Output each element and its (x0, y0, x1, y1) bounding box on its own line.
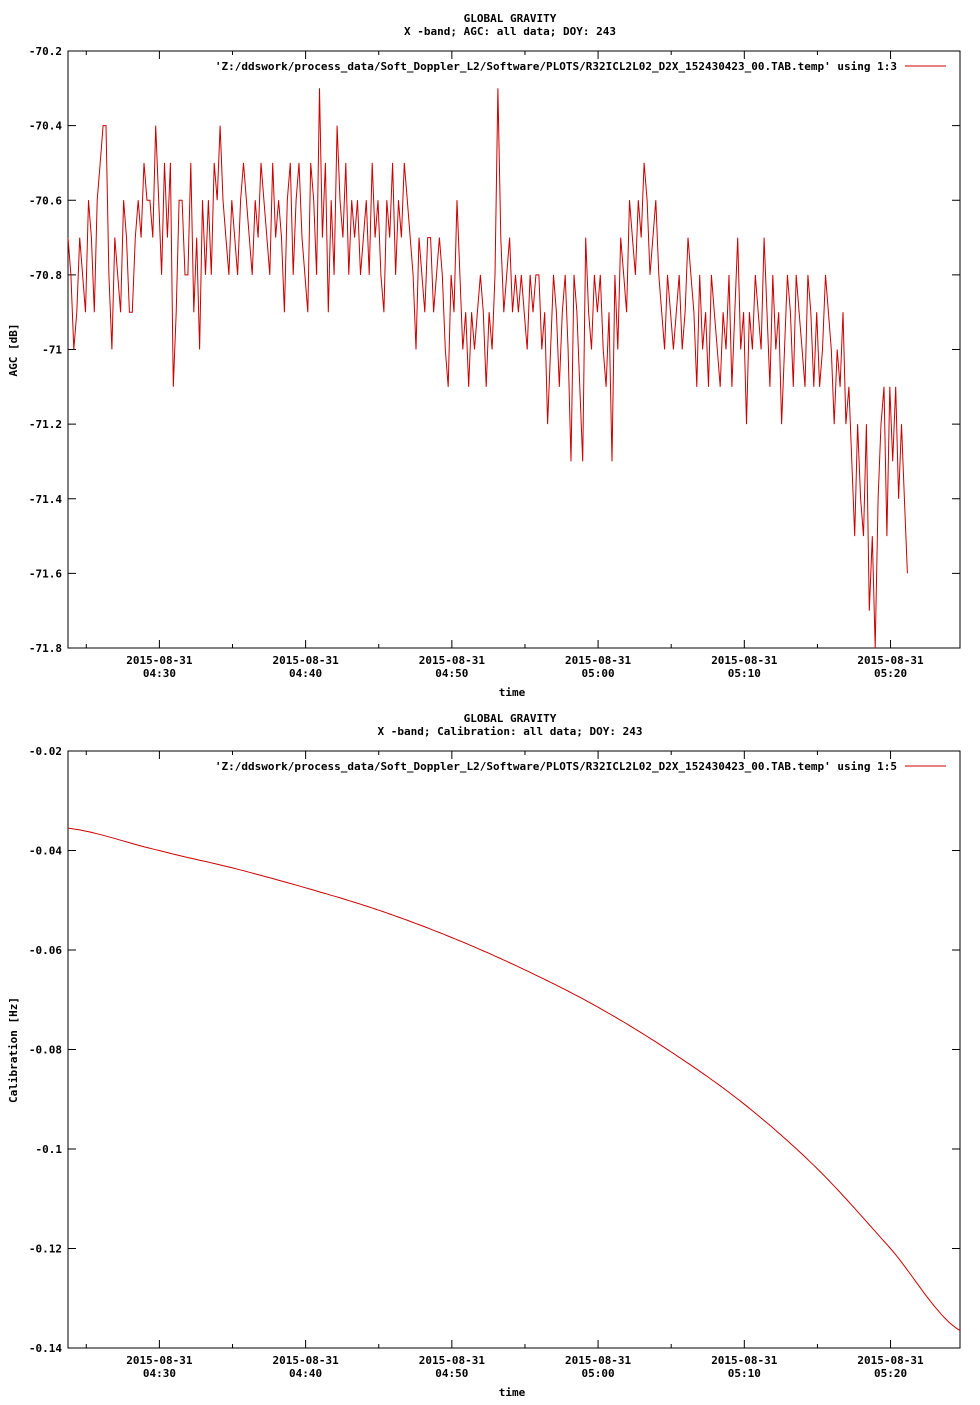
y-tick-label: -0.06 (29, 944, 62, 957)
x-tick-label-time: 05:10 (728, 667, 761, 680)
y-axis-label: AGC [dB] (7, 324, 20, 377)
x-tick-label-time: 05:10 (728, 1367, 761, 1380)
y-tick-label: -71.8 (29, 642, 62, 655)
y-tick-label: -71 (42, 344, 62, 357)
x-tick-label-time: 04:30 (143, 1367, 176, 1380)
x-tick-label-date: 2015-08-31 (857, 1354, 924, 1367)
x-tick-label-date: 2015-08-31 (126, 1354, 193, 1367)
x-tick-label-time: 05:20 (874, 1367, 907, 1380)
x-tick-label-date: 2015-08-31 (711, 654, 778, 667)
y-tick-label: -0.1 (36, 1143, 63, 1156)
y-axis-label: Calibration [Hz] (7, 997, 20, 1103)
y-tick-label: -71.2 (29, 418, 62, 431)
chart-subtitle: X -band; AGC: all data; DOY: 243 (404, 25, 616, 38)
agc-chart: GLOBAL GRAVITY X -band; AGC: all data; D… (7, 12, 961, 699)
legend-label: 'Z:/ddswork/process_data/Soft_Doppler_L2… (215, 60, 897, 73)
x-tick-label-time: 04:50 (435, 667, 468, 680)
x-tick-label-date: 2015-08-31 (565, 654, 632, 667)
x-tick-label-time: 04:40 (289, 1367, 322, 1380)
x-tick-label-date: 2015-08-31 (857, 654, 924, 667)
y-tick-label: -71.4 (29, 493, 62, 506)
legend-label: 'Z:/ddswork/process_data/Soft_Doppler_L2… (215, 760, 897, 773)
series-line (67, 88, 908, 649)
x-tick-label-date: 2015-08-31 (273, 1354, 340, 1367)
y-tick-label: -70.2 (29, 45, 62, 58)
y-tick-label: -0.08 (29, 1044, 62, 1057)
series-line (67, 827, 961, 1332)
x-axis-label: time (499, 1386, 526, 1399)
plot-frame (67, 750, 961, 1349)
chart-subtitle: X -band; Calibration: all data; DOY: 243 (378, 725, 643, 738)
y-tick-label: -70.8 (29, 269, 62, 282)
plot-frame (67, 50, 961, 649)
x-tick-label-time: 04:40 (289, 667, 322, 680)
x-tick-label-time: 04:30 (143, 667, 176, 680)
x-tick-label-time: 05:00 (582, 1367, 615, 1380)
x-axis-label: time (499, 686, 526, 699)
y-tick-label: -0.14 (29, 1342, 62, 1355)
chart-title: GLOBAL GRAVITY (464, 12, 557, 25)
x-tick-label-date: 2015-08-31 (711, 1354, 778, 1367)
y-tick-label: -70.6 (29, 194, 62, 207)
x-tick-label-date: 2015-08-31 (419, 1354, 486, 1367)
x-tick-label-date: 2015-08-31 (126, 654, 193, 667)
y-tick-label: -0.02 (29, 745, 62, 758)
y-tick-label: -70.4 (29, 120, 62, 133)
y-tick-label: -0.04 (29, 845, 62, 858)
x-tick-label-time: 05:20 (874, 667, 907, 680)
calibration-chart: GLOBAL GRAVITY X -band; Calibration: all… (7, 712, 961, 1399)
x-tick-label-time: 04:50 (435, 1367, 468, 1380)
chart-title: GLOBAL GRAVITY (464, 712, 557, 725)
y-tick-label: -0.12 (29, 1243, 62, 1256)
y-tick-label: -71.6 (29, 567, 62, 580)
x-tick-label-date: 2015-08-31 (419, 654, 486, 667)
x-tick-label-time: 05:00 (582, 667, 615, 680)
x-tick-label-date: 2015-08-31 (273, 654, 340, 667)
x-tick-label-date: 2015-08-31 (565, 1354, 632, 1367)
